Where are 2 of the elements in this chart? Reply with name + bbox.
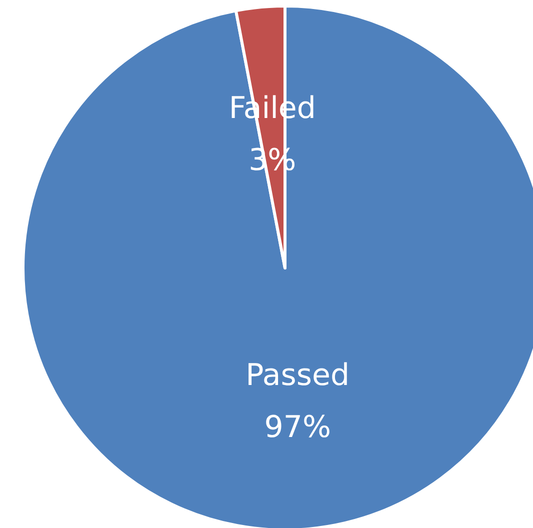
- slice-label: Passed: [246, 358, 350, 393]
- data-label: 97%: [264, 410, 331, 445]
